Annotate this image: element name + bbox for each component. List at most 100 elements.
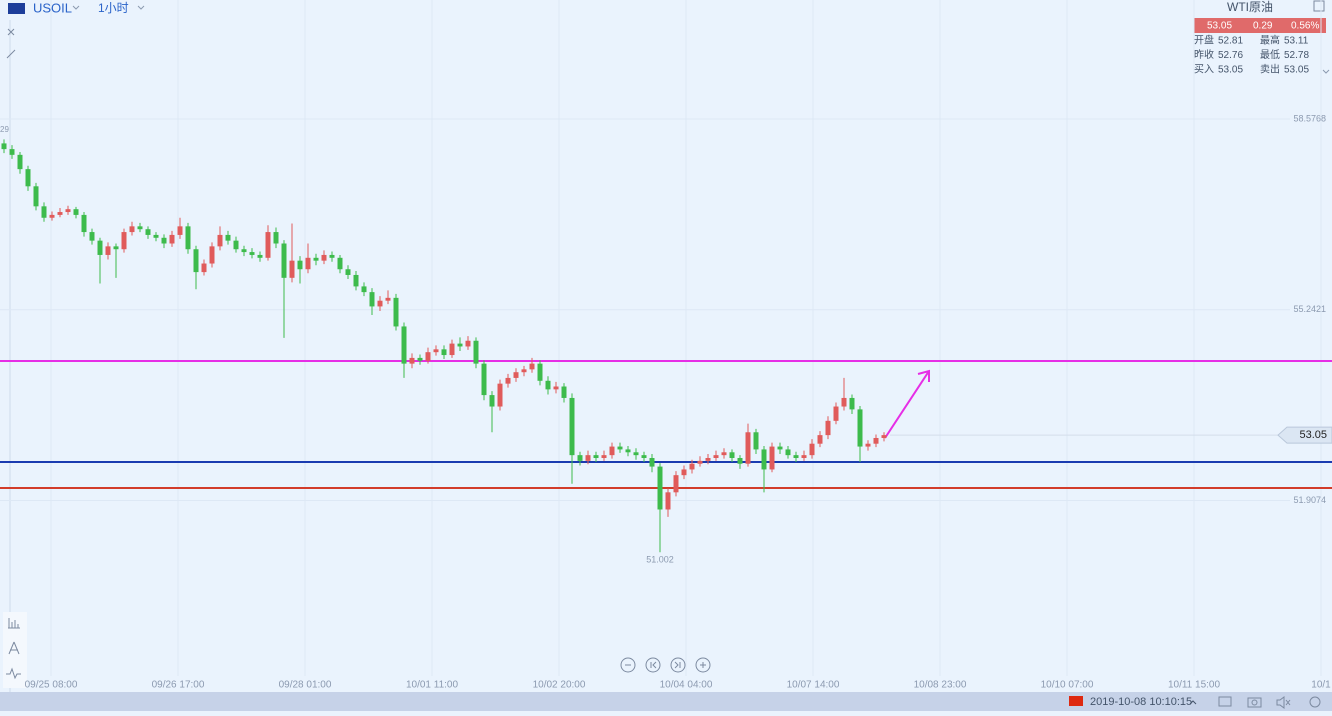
field-value: 52.81 xyxy=(1218,36,1243,47)
caret[interactable] xyxy=(137,5,145,10)
candle-body xyxy=(169,234,175,244)
field-value: 53.05 xyxy=(1284,65,1309,76)
quote-name: WTI原油 xyxy=(1227,0,1273,14)
high-label: 29 xyxy=(0,125,9,134)
wave-icon[interactable] xyxy=(6,667,21,680)
low-label: 51.002 xyxy=(646,555,674,565)
field-name: 买入 xyxy=(1194,64,1214,76)
candle-body xyxy=(137,226,143,230)
candle-body xyxy=(497,383,503,407)
candle-body xyxy=(177,226,183,235)
candle-body xyxy=(257,254,263,258)
caret[interactable] xyxy=(1322,69,1330,74)
price-tag-label: 53.05 xyxy=(1299,429,1327,441)
x-tick-label: 10/11 15:00 xyxy=(1168,680,1221,691)
candle-body xyxy=(481,363,487,396)
camera-icon[interactable] xyxy=(1247,697,1262,708)
zoom-out[interactable] xyxy=(620,657,636,673)
scroll-right[interactable] xyxy=(670,657,686,673)
candle-body xyxy=(849,397,855,410)
candle-body xyxy=(129,226,135,233)
x-tick-label: 10/07 14:00 xyxy=(787,680,840,691)
candle-body xyxy=(417,357,423,361)
candle-body xyxy=(465,340,471,347)
annotation-arrow xyxy=(884,369,930,439)
x-tick-label: 10/02 20:00 xyxy=(533,680,586,691)
candle-body xyxy=(817,435,823,444)
interval[interactable]: 1小时 xyxy=(98,1,129,15)
candle-body xyxy=(513,372,519,378)
candle-body xyxy=(433,349,439,353)
candle-body xyxy=(73,209,79,215)
candle-body xyxy=(89,232,95,241)
quote-price: 53.05 xyxy=(1207,21,1232,32)
x-tick-label: 10/01 11:00 xyxy=(406,680,459,691)
zoom-in[interactable] xyxy=(695,657,711,673)
field-name: 昨收 xyxy=(1194,48,1214,61)
field-name: 开盘 xyxy=(1194,34,1214,47)
field-value: 53.05 xyxy=(1218,65,1243,76)
candle-body xyxy=(57,212,63,215)
candle-body xyxy=(489,395,495,407)
footer-icons xyxy=(1218,696,1321,709)
candle-body xyxy=(241,249,247,253)
candle-body xyxy=(385,297,391,301)
caret[interactable] xyxy=(72,5,80,10)
candle-body xyxy=(297,260,303,270)
candle-body xyxy=(185,226,191,250)
candle-body xyxy=(321,254,327,261)
candle-body xyxy=(865,443,871,447)
y-tick-label: 55.2421 xyxy=(1293,304,1326,314)
candle-body xyxy=(545,380,551,390)
caret[interactable] xyxy=(1189,700,1197,705)
symbol[interactable]: USOIL xyxy=(33,0,72,15)
quote-box xyxy=(1194,18,1326,33)
settings-icon[interactable] xyxy=(1309,696,1321,708)
candle-body xyxy=(361,286,367,293)
candle-body xyxy=(825,420,831,436)
candle-body xyxy=(473,340,479,364)
expand-icon[interactable] xyxy=(6,49,16,59)
candle-body xyxy=(569,397,575,456)
candle-body xyxy=(81,214,87,233)
window-icon[interactable] xyxy=(1218,696,1232,707)
candle-body xyxy=(249,252,255,255)
candle-body xyxy=(609,446,615,456)
candle-body xyxy=(641,455,647,459)
candle-body xyxy=(505,377,511,384)
x-tick-label: 10/08 23:00 xyxy=(914,680,967,691)
candle-body xyxy=(649,458,655,467)
candle-body xyxy=(761,449,767,470)
field-value: 52.78 xyxy=(1284,50,1309,61)
candle-body xyxy=(273,232,279,244)
flag xyxy=(1069,696,1083,706)
candle-body xyxy=(201,263,207,273)
x-tick-label: 09/28 01:00 xyxy=(279,680,332,691)
candle-body xyxy=(345,269,351,275)
x-tick-label: 09/26 17:00 xyxy=(152,680,205,691)
symbol-icon[interactable] xyxy=(8,3,25,14)
mute-icon[interactable] xyxy=(1276,696,1291,709)
candle-body xyxy=(633,452,639,456)
candle-body xyxy=(689,463,695,470)
candle-body xyxy=(153,234,159,238)
candle-body xyxy=(145,229,151,235)
draw-icon[interactable] xyxy=(8,641,20,655)
candle-body xyxy=(721,452,727,456)
candle-body xyxy=(729,452,735,459)
close-icon[interactable] xyxy=(7,28,15,36)
candle-body xyxy=(113,246,119,250)
candle-body xyxy=(601,455,607,459)
panel-icon[interactable] xyxy=(1313,0,1325,12)
candle-body xyxy=(49,214,55,218)
candle-body xyxy=(521,369,527,373)
nav-buttons xyxy=(620,657,711,673)
candle-body xyxy=(233,240,239,250)
datetime: 2019-10-08 10:10:15 xyxy=(1090,696,1192,708)
status-bar xyxy=(0,692,1332,711)
scroll-left[interactable] xyxy=(645,657,661,673)
indicator-icon[interactable] xyxy=(8,618,20,629)
candle-body xyxy=(841,397,847,407)
